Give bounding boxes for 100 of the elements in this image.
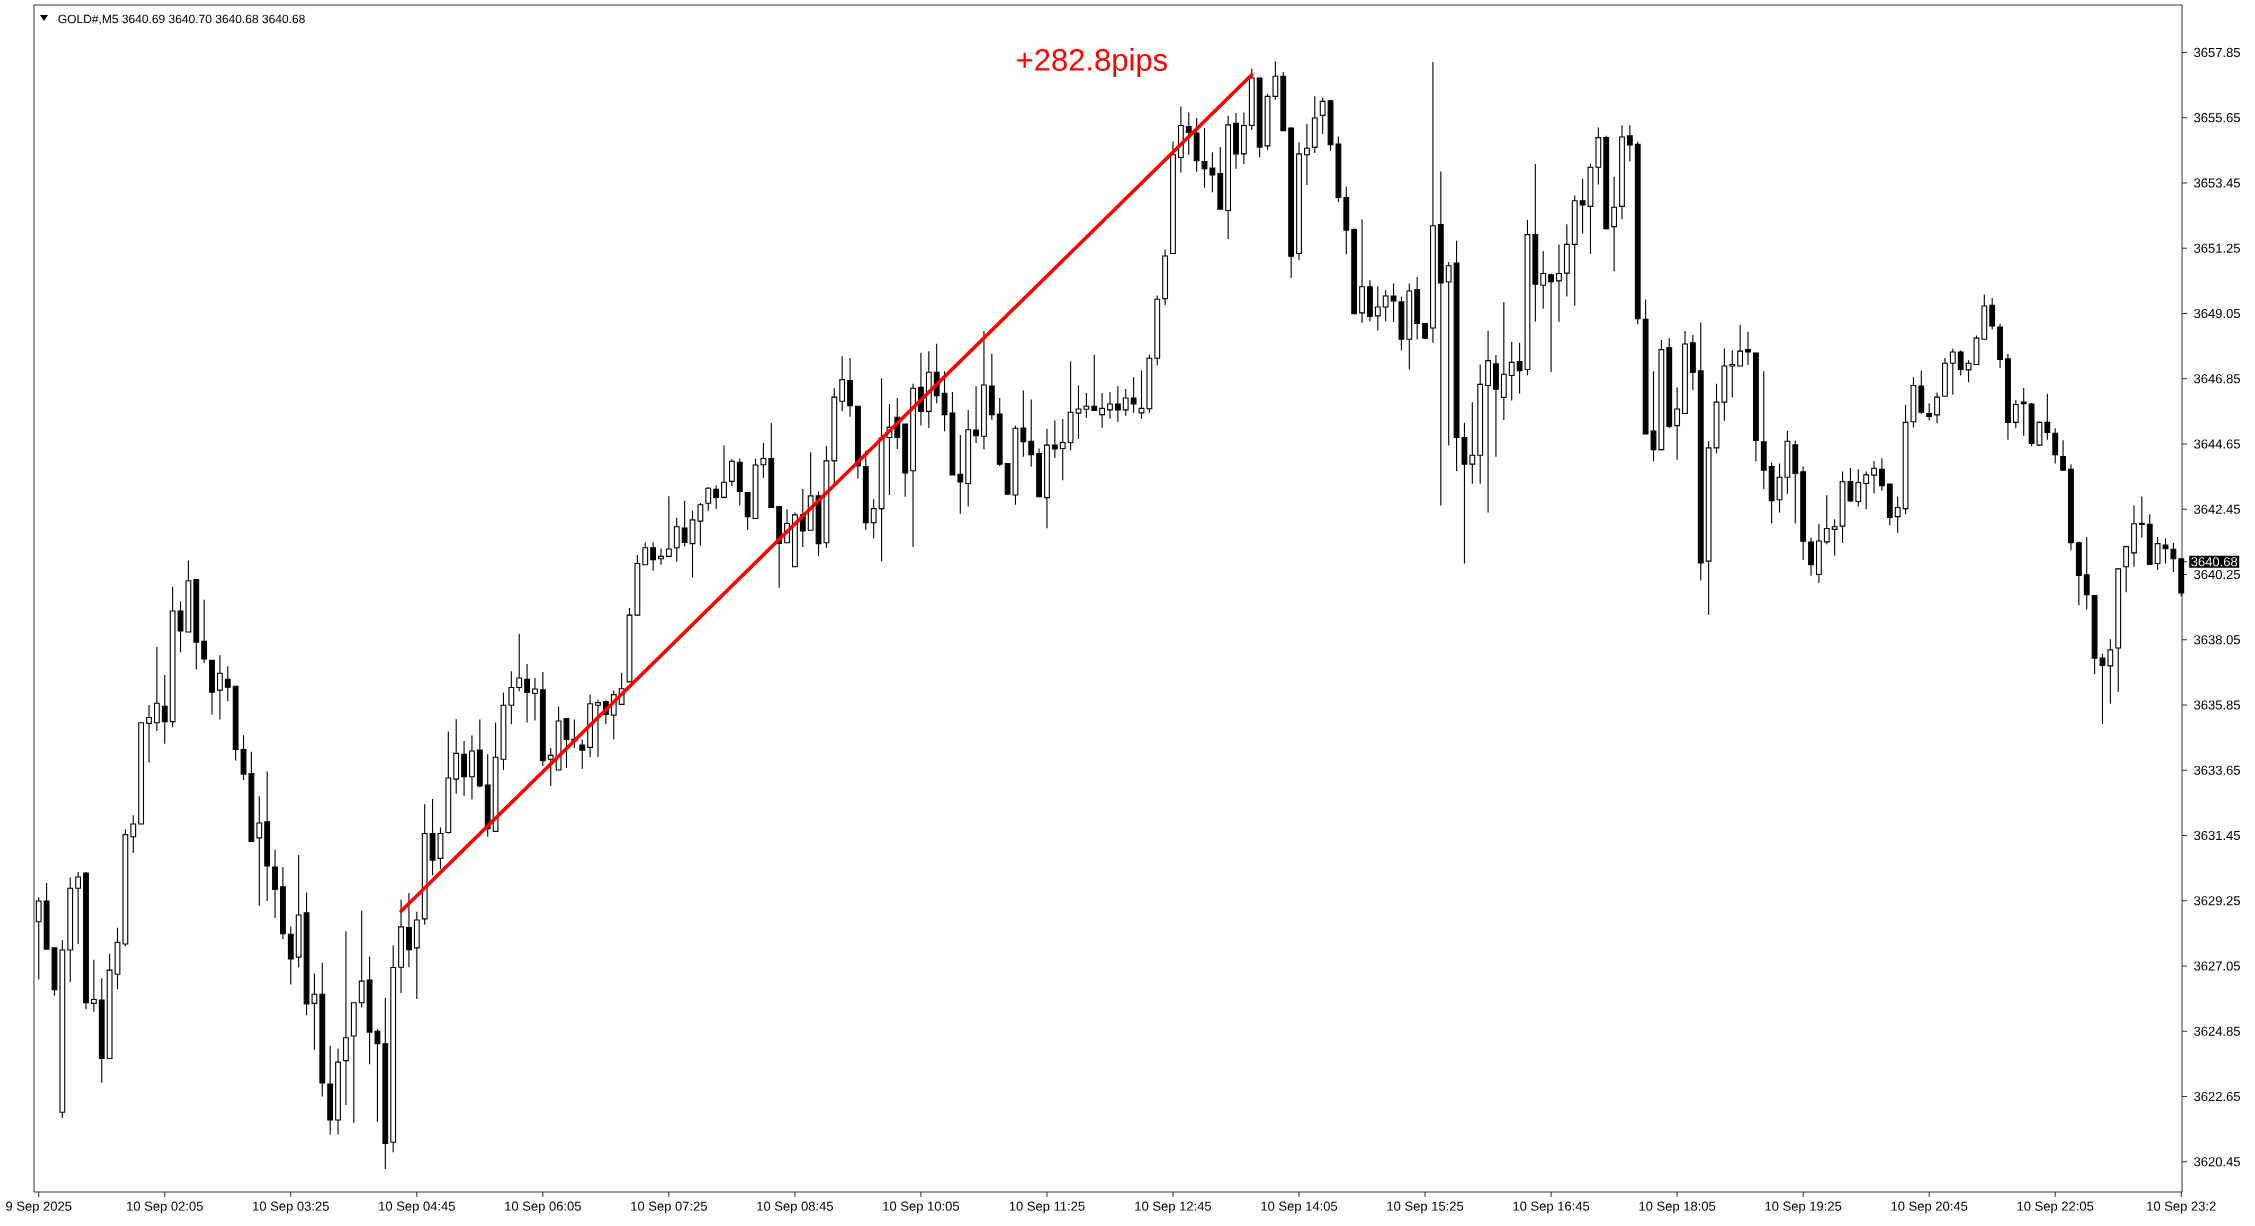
x-tick-label: 10 Sep 07:25 [631,1201,707,1214]
candlestick [665,495,672,557]
x-tick-label: 10 Sep 20:45 [1891,1201,1968,1214]
candlestick [343,930,349,1106]
candlestick [461,740,467,797]
candlestick [1745,331,1751,366]
x-tick-label: 10 Sep 23:2 [2147,1201,2216,1214]
candlestick [1374,285,1381,331]
x-tick-label: 10 Sep 03:25 [253,1201,329,1214]
candlestick [1020,390,1027,458]
candlestick [75,871,82,945]
candlestick [146,704,152,764]
candlestick [1611,176,1618,272]
candlestick [1382,289,1389,322]
x-tick-label: 10 Sep 02:05 [127,1201,203,1214]
candlestick [658,547,664,566]
candlestick [1185,111,1192,156]
candlestick [90,959,97,1013]
candlestick [1319,97,1326,135]
candlestick [1508,341,1515,401]
candlestick [973,385,979,444]
candlestick [406,892,412,968]
candlestick [1674,386,1681,461]
candlestick [1469,401,1476,485]
candlestick [1091,354,1098,412]
candlestick [1729,349,1736,398]
candlestick [1989,297,1996,331]
candlestick [516,633,523,692]
y-tick-label: 3640.68 [2191,557,2238,567]
x-tick-label: 10 Sep 10:05 [883,1201,960,1214]
candlestick [839,355,846,412]
candlestick [595,699,601,758]
candlestick [201,599,208,664]
candlestick [728,458,735,487]
y-tick-label: 3624.85 [2194,1026,2241,1036]
candlestick [1808,537,1814,577]
candlestick [1059,418,1066,481]
candlestick [161,674,168,745]
y-tick-label: 3651.25 [2194,243,2241,253]
x-tick-label: 10 Sep 18:05 [1639,1201,1716,1214]
y-tick-label: 3649.05 [2194,308,2241,319]
candlestick [532,677,538,721]
y-tick-label: 3620.45 [2194,1157,2241,1167]
x-tick-label: 10 Sep 14:05 [1261,1201,1338,1214]
candlestick [1500,301,1507,421]
x-tick-label: 10 Sep 16:45 [1513,1201,1590,1214]
candlestick [524,663,531,724]
y-tick-label: 3627.05 [2194,961,2241,971]
candlestick [2044,393,2051,441]
x-tick-label: 10 Sep 08:45 [757,1201,834,1214]
candlestick [1114,385,1121,423]
candlestick [713,484,720,510]
candlestick [153,646,160,732]
y-tick-label: 3655.65 [2194,113,2241,123]
y-tick-label: 3657.85 [2194,47,2241,58]
y-tick-label: 3633.65 [2194,765,2241,775]
y-tick-label: 3631.45 [2194,830,2241,841]
candlestick [1445,261,1452,447]
candlestick [2083,536,2090,611]
candlestick [2060,439,2066,472]
y-tick-label: 3635.85 [2194,700,2241,710]
candlestick [1871,460,1877,495]
candlestick [1626,124,1633,163]
candlestick [1107,391,1113,420]
x-tick-label: 10 Sep 11:25 [1009,1201,1085,1214]
candlestick [2107,638,2114,705]
candlestick [2170,542,2177,573]
candlestick [1949,348,1956,396]
candlestick [2012,399,2019,429]
candlestick [673,517,680,563]
candlestick [358,910,365,1009]
y-tick-label: 3629.25 [2194,896,2241,906]
candlestick [1083,392,1090,419]
candlestick [508,670,515,725]
candlestick [272,849,278,919]
x-tick-label: 10 Sep 22:05 [2017,1201,2094,1214]
candlestick [1934,391,1940,424]
candlestick [1051,420,1058,459]
candlestick [650,541,657,572]
candlestick [1540,250,1547,310]
candlestick [1303,123,1310,186]
x-tick-label: 10 Sep 12:45 [1135,1201,1212,1214]
text: GOLD#,M5 3640.69 3640.70 3640.68 3640.68 [58,14,305,25]
candlestick [2052,427,2059,465]
candlestick [957,434,964,515]
candlestick [224,665,231,702]
candlestick [1556,243,1562,323]
x-tick-label: 10 Sep 15:25 [1387,1201,1464,1214]
candlestick [547,747,554,787]
x-tick-label: 10 Sep 04:45 [379,1201,455,1214]
y-tick-label: 3640.25 [2194,569,2241,580]
candlestick [721,444,727,499]
annotation: +282.8pips [1017,48,1168,78]
candlestick [216,654,223,721]
candlestick [1831,518,1838,557]
x-tick-label: 10 Sep 19:25 [1765,1201,1842,1214]
candlestick [1130,376,1137,414]
candlestick [1879,457,1885,492]
y-tick-label: 3644.65 [2194,439,2241,449]
candlestick [1823,494,1830,545]
